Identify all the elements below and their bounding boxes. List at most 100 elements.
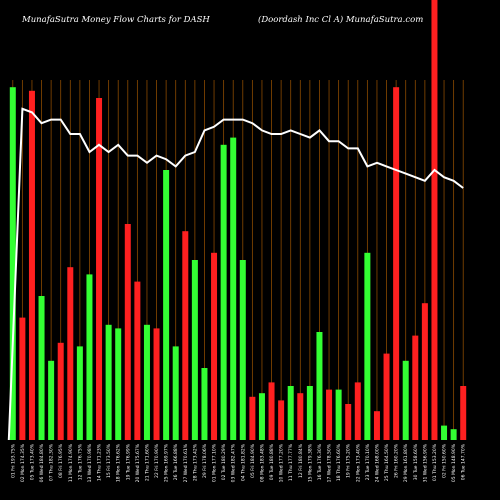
- x-tick-label: 15 Mon 179.38%: [307, 443, 313, 482]
- money-flow-bar: [278, 400, 285, 440]
- money-flow-bar: [249, 396, 256, 440]
- x-tick-label: 01 Fri 193.75%: [10, 443, 16, 478]
- money-flow-bar: [402, 360, 409, 440]
- x-tick-label: 19 Fri 175.20%: [346, 443, 352, 478]
- money-flow-bar: [354, 382, 361, 440]
- price-line: [7, 107, 464, 441]
- x-tick-label: 10 Wed 177.20%: [279, 443, 285, 482]
- money-flow-bar: [19, 317, 26, 440]
- money-flow-bar: [220, 144, 227, 441]
- x-tick-label: 29 Mon 161.80%: [403, 443, 409, 482]
- money-flow-bar: [316, 332, 323, 440]
- x-tick-label: 05 Mon 148.90%: [451, 443, 457, 482]
- x-tick-label: 22 Fri 170.90%: [154, 443, 160, 478]
- money-flow-bar: [28, 90, 35, 441]
- x-tick-label: 26 Fri 160.20%: [394, 443, 400, 478]
- money-flow-bar: [76, 346, 83, 440]
- x-tick-label: 30 Tue 158.60%: [413, 443, 419, 480]
- money-flow-bar: [48, 360, 55, 440]
- x-tick-label: 01 Thu 153.20%: [432, 443, 438, 481]
- money-flow-bar: [191, 260, 198, 440]
- x-tick-label: 29 Fri 178.06%: [202, 443, 208, 478]
- money-flow-bar: [172, 346, 179, 440]
- x-tick-label: 13 Wed 170.98%: [87, 443, 93, 482]
- chart-subtitle: (Doordash Inc Cl A) MunafaSutra.com: [258, 15, 424, 25]
- money-flow-bar: [441, 425, 448, 440]
- money-flow-bar: [143, 324, 150, 440]
- money-flow-bar: [412, 335, 419, 440]
- money-flow-bar: [38, 296, 45, 440]
- x-tick-label: 22 Mon 173.40%: [355, 443, 361, 482]
- x-tick-label: 08 Mon 183.48%: [260, 443, 266, 482]
- money-flow-bar: [268, 382, 275, 440]
- x-tick-label: 26 Tue 166.88%: [173, 443, 179, 480]
- x-tick-label: 31 Wed 156.90%: [422, 443, 428, 482]
- money-flow-bar: [239, 260, 246, 440]
- x-tick-label: 15 Fri 173.50%: [106, 443, 112, 478]
- x-tick-label: 02 Mon 174.35%: [20, 443, 26, 482]
- money-flow-bar: [393, 87, 400, 440]
- money-flow-bar: [211, 252, 218, 440]
- x-tick-label: 21 Thu 171.60%: [145, 443, 151, 481]
- x-tick-label: 06 Wed 184.80%: [39, 443, 45, 482]
- x-tick-label: 05 Tue 173.40%: [30, 443, 36, 480]
- money-flow-bar: [450, 429, 457, 440]
- money-flow-bar: [67, 267, 74, 440]
- x-tick-label: 03 Wed 182.47%: [231, 443, 237, 482]
- money-flow-bar: [105, 324, 112, 440]
- x-tick-label: 12 Tue 176.75%: [77, 443, 83, 480]
- money-flow-bar: [421, 303, 428, 440]
- x-tick-label: 23 Tue 170.10%: [365, 443, 371, 480]
- money-flow-bar: [431, 0, 438, 440]
- money-flow-bar: [383, 353, 390, 440]
- x-tick-label: 20 Wed 175.67%: [135, 443, 141, 482]
- chart-title: MunafaSutra Money Flow Charts for DASH: [22, 15, 210, 25]
- money-flow-bar: [124, 224, 131, 440]
- money-flow-bar: [287, 386, 294, 440]
- x-tick-label: 19 Tue 176.99%: [125, 443, 131, 480]
- x-tick-label: 02 Fri 150.60%: [442, 443, 448, 478]
- money-flow-bar: [297, 393, 304, 440]
- money-flow-bar: [306, 386, 313, 440]
- x-tick-label: 25 Mon 169.97%: [164, 443, 170, 482]
- money-flow-bar: [326, 389, 333, 440]
- x-tick-label: 18 Thu 176.60%: [336, 443, 342, 481]
- money-flow-bar: [373, 411, 380, 440]
- money-flow-bar: [258, 393, 265, 440]
- money-flow-bar: [115, 328, 122, 440]
- x-tick-label: 08 Fri 176.95%: [58, 443, 64, 478]
- money-flow-bar: [153, 328, 160, 440]
- x-tick-label: 09 Tue 180.88%: [269, 443, 275, 480]
- x-tick-label: 07 Thu 182.30%: [49, 443, 55, 481]
- x-tick-label: 04 Thu 181.82%: [240, 443, 246, 481]
- x-tick-label: 18 Mon 176.62%: [116, 443, 122, 482]
- money-flow-bar: [335, 389, 342, 440]
- money-flow-bar: [9, 87, 16, 440]
- money-flow-bar: [182, 231, 189, 440]
- x-tick-label: 05 Fri 184.90%: [250, 443, 256, 478]
- x-tick-label: 11 Mon 174.90%: [68, 443, 74, 482]
- x-tick-label: 16 Tue 176.30%: [317, 443, 323, 480]
- x-tick-label: 01 Mon 177.10%: [212, 443, 218, 482]
- x-tick-label: 25 Thu 164.50%: [384, 443, 390, 481]
- x-tick-label: 24 Wed 168.00%: [375, 443, 381, 482]
- x-tick-label: 17 Wed 178.50%: [327, 443, 333, 482]
- money-flow-bar: [201, 368, 208, 440]
- x-tick-label: 11 Thu 177.77%: [288, 443, 294, 481]
- money-flow-bar: [134, 281, 141, 440]
- money-flow-bar: [230, 137, 237, 440]
- money-flow-bar: [364, 252, 371, 440]
- money-flow-bar: [345, 404, 352, 440]
- x-tick-label: 28 Thu 173.42%: [192, 443, 198, 481]
- money-flow-bar: [57, 342, 64, 440]
- money-flow-bar: [460, 386, 467, 440]
- money-flow-bar: [96, 98, 103, 440]
- x-tick-label: 14 Thu 171.23%: [97, 443, 103, 481]
- x-tick-label: 02 Tue 180.29%: [221, 443, 227, 480]
- x-tick-label: 06 Tue 147.70%: [461, 443, 467, 480]
- x-tick-label: 27 Wed 170.61%: [183, 443, 189, 482]
- money-flow-bar: [86, 274, 93, 440]
- money-flow-bar: [163, 170, 170, 440]
- x-tick-label: 12 Fri 180.84%: [298, 443, 304, 478]
